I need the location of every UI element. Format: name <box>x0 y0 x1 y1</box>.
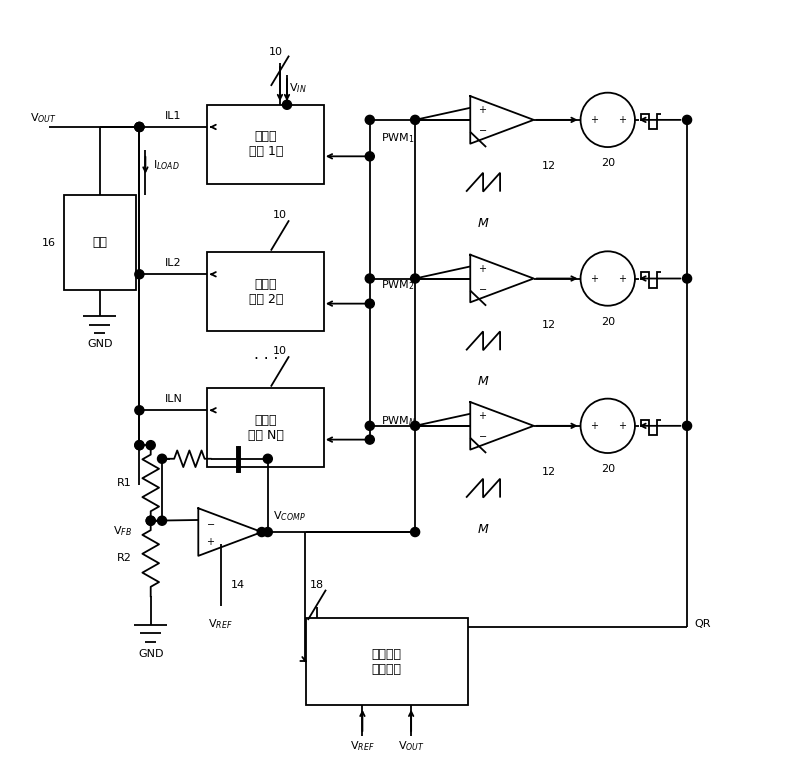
Text: 16: 16 <box>42 237 56 247</box>
Circle shape <box>135 123 144 132</box>
Text: 12: 12 <box>542 320 556 330</box>
Text: IL1: IL1 <box>165 111 182 121</box>
Text: 功率级
（相 2）: 功率级 （相 2） <box>249 278 283 306</box>
Text: V$_{REF}$: V$_{REF}$ <box>208 617 233 631</box>
Text: 10: 10 <box>273 346 287 356</box>
Circle shape <box>410 422 420 431</box>
Text: $-$: $-$ <box>478 283 487 293</box>
Circle shape <box>410 274 420 283</box>
Text: I$_{LOAD}$: I$_{LOAD}$ <box>153 158 180 172</box>
Circle shape <box>366 274 374 283</box>
Circle shape <box>135 269 144 279</box>
Text: V$_{COMP}$: V$_{COMP}$ <box>273 509 306 523</box>
Circle shape <box>146 516 155 525</box>
Text: 10: 10 <box>273 210 287 221</box>
Text: $M$: $M$ <box>477 217 490 230</box>
Circle shape <box>158 516 166 525</box>
Text: V$_{IN}$: V$_{IN}$ <box>289 81 306 95</box>
Text: +: + <box>206 537 214 546</box>
Circle shape <box>263 527 272 537</box>
Text: GND: GND <box>138 649 163 659</box>
Circle shape <box>135 441 144 450</box>
Circle shape <box>410 116 420 124</box>
Text: PWM$_1$: PWM$_1$ <box>381 131 414 145</box>
Text: +: + <box>590 115 598 125</box>
Text: · · ·: · · · <box>254 352 278 368</box>
Text: PWM$_N$: PWM$_N$ <box>381 415 416 428</box>
FancyBboxPatch shape <box>64 196 135 290</box>
Text: +: + <box>618 273 626 284</box>
Text: IL2: IL2 <box>165 258 182 268</box>
Text: R1: R1 <box>117 478 132 488</box>
Text: R2: R2 <box>117 553 132 563</box>
Text: 20: 20 <box>601 158 615 168</box>
Text: V$_{OUT}$: V$_{OUT}$ <box>30 111 57 125</box>
Text: 功率级
（相 N）: 功率级 （相 N） <box>248 414 284 441</box>
Text: 20: 20 <box>601 317 615 327</box>
Text: PWM$_2$: PWM$_2$ <box>381 279 414 292</box>
Text: 18: 18 <box>310 580 324 590</box>
Text: +: + <box>590 273 598 284</box>
Text: V$_{OUT}$: V$_{OUT}$ <box>398 740 425 753</box>
Circle shape <box>366 151 374 161</box>
Circle shape <box>146 516 155 525</box>
Circle shape <box>366 116 374 124</box>
Text: $M$: $M$ <box>477 523 490 536</box>
Text: 20: 20 <box>601 464 615 474</box>
Text: 功率级
（相 1）: 功率级 （相 1） <box>249 130 283 158</box>
Text: 12: 12 <box>542 161 556 171</box>
Text: QR: QR <box>694 619 711 629</box>
Circle shape <box>410 527 420 537</box>
Circle shape <box>135 406 144 415</box>
Circle shape <box>366 299 374 308</box>
Text: GND: GND <box>87 339 113 349</box>
Circle shape <box>135 441 144 450</box>
Text: +: + <box>618 421 626 431</box>
Text: 负载: 负载 <box>92 236 107 249</box>
Text: 快速响应
产生电路: 快速响应 产生电路 <box>372 648 402 676</box>
Circle shape <box>682 274 692 283</box>
FancyBboxPatch shape <box>207 252 325 331</box>
Text: $-$: $-$ <box>206 517 215 527</box>
Text: $-$: $-$ <box>478 124 487 135</box>
Text: V$_{REF}$: V$_{REF}$ <box>350 740 374 753</box>
FancyBboxPatch shape <box>306 619 468 705</box>
Circle shape <box>682 116 692 124</box>
Circle shape <box>135 123 144 132</box>
Circle shape <box>263 454 272 463</box>
Circle shape <box>682 422 692 431</box>
Text: $M$: $M$ <box>477 375 490 388</box>
Text: ILN: ILN <box>165 394 182 404</box>
Circle shape <box>282 100 291 110</box>
Text: +: + <box>590 421 598 431</box>
Text: $-$: $-$ <box>478 430 487 441</box>
Text: +: + <box>618 115 626 125</box>
Text: 10: 10 <box>269 47 283 57</box>
Text: +: + <box>478 411 486 422</box>
Text: 12: 12 <box>542 467 556 477</box>
Circle shape <box>146 441 155 450</box>
Circle shape <box>366 422 374 431</box>
Text: +: + <box>478 105 486 116</box>
Circle shape <box>258 527 266 537</box>
Circle shape <box>366 435 374 444</box>
Text: 14: 14 <box>230 581 245 591</box>
Circle shape <box>135 123 144 132</box>
Text: +: + <box>478 264 486 274</box>
FancyBboxPatch shape <box>207 388 325 467</box>
Text: V$_{FB}$: V$_{FB}$ <box>113 524 132 537</box>
Circle shape <box>158 454 166 463</box>
FancyBboxPatch shape <box>207 105 325 184</box>
